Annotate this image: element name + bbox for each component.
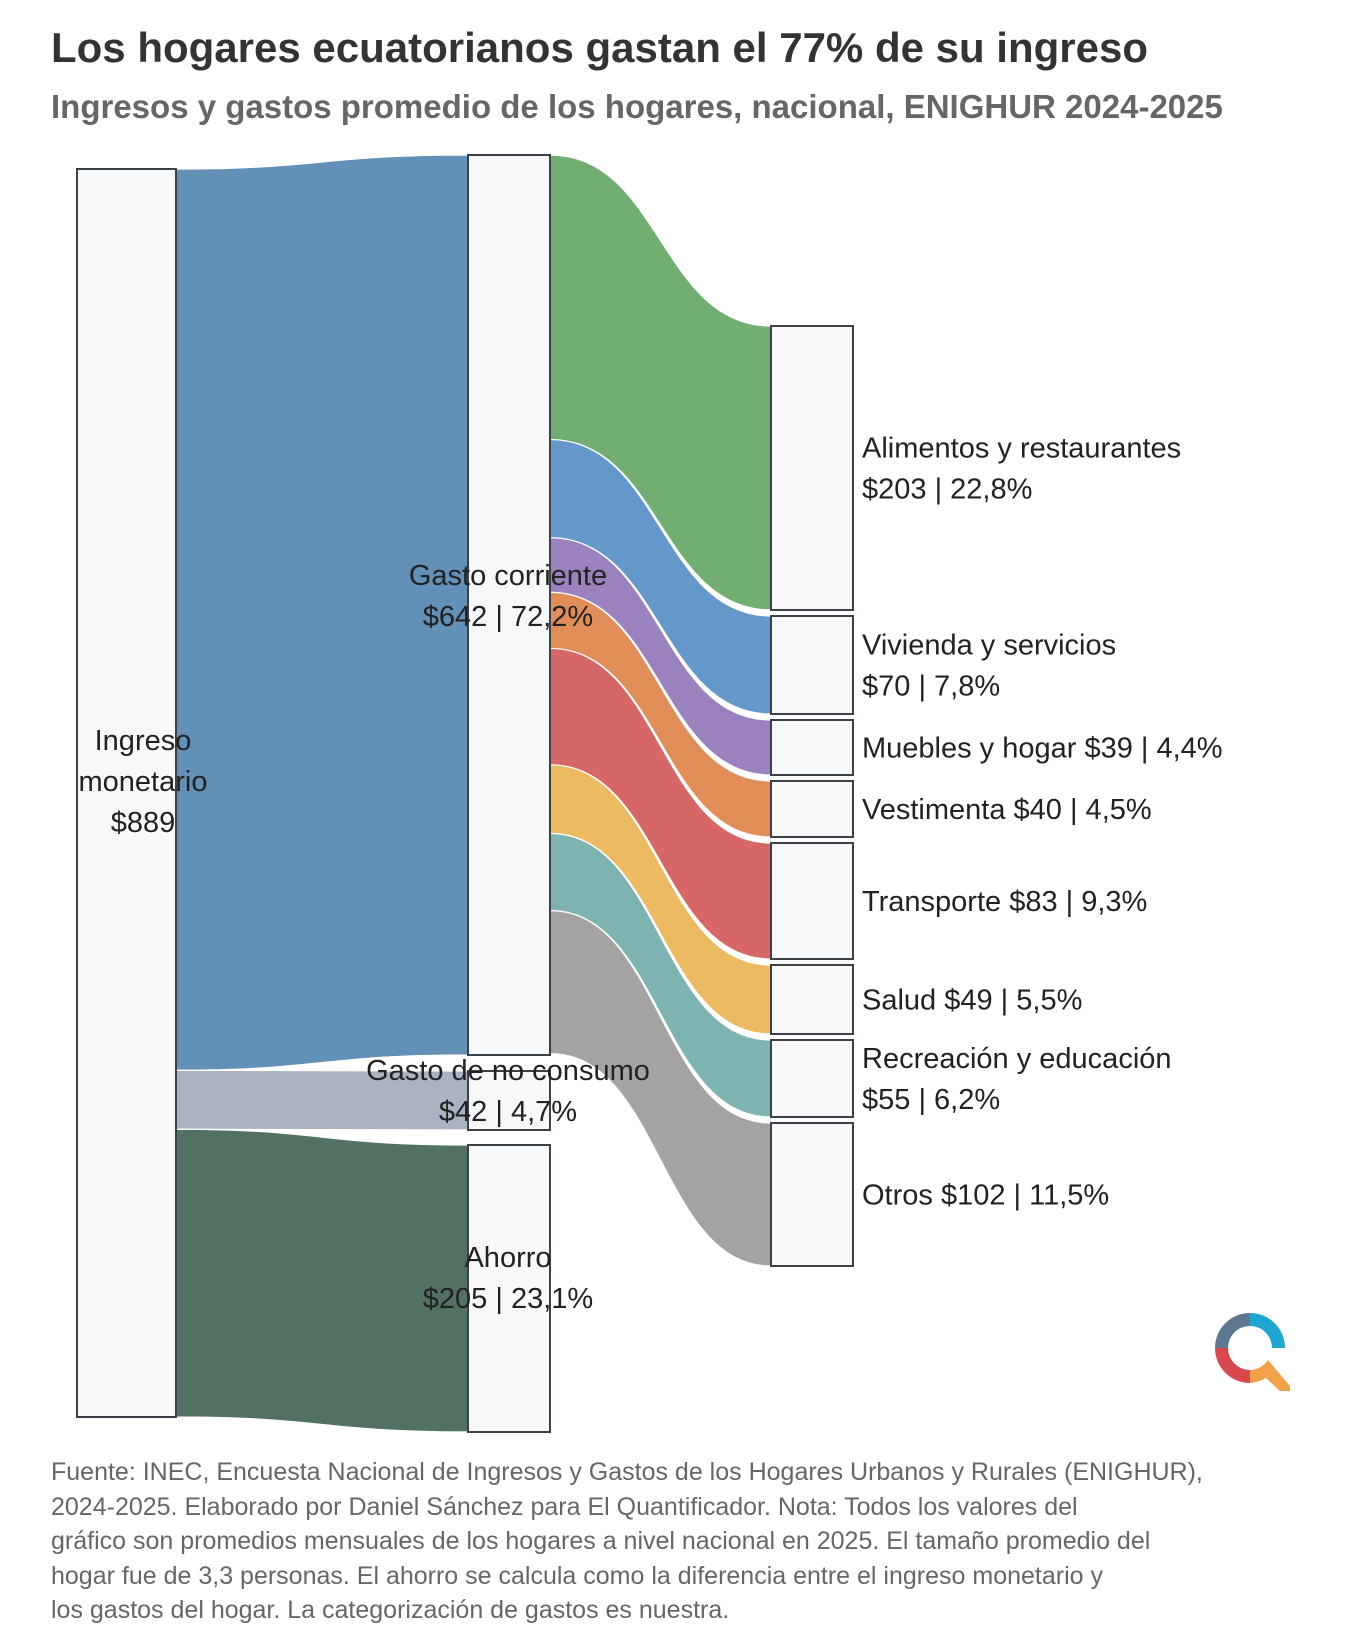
source-line: 2024-2025. Elaborado por Daniel Sánchez …: [51, 1492, 1078, 1521]
link-ingreso-ahorro: [175, 1128, 469, 1433]
label-line: $642 | 72,2%: [423, 601, 593, 633]
label-line: Alimentos y restaurantes: [862, 433, 1181, 465]
source-line: hogar fue de 3,3 personas. El ahorro se …: [51, 1561, 1103, 1590]
sankey-links: [175, 154, 772, 1433]
label-salud: Salud $49 | 5,5%: [862, 985, 1082, 1017]
node-otros: [770, 1122, 854, 1267]
label-line: Otros $102 | 11,5%: [862, 1180, 1109, 1212]
label-line: Ahorro: [464, 1242, 551, 1274]
node-recreacion: [770, 1039, 854, 1118]
label-line: $42 | 4,7%: [439, 1096, 577, 1128]
source-line: Fuente: INEC, Encuesta Nacional de Ingre…: [51, 1458, 1203, 1486]
label-ingreso: Ingreso monetario $889: [79, 725, 208, 839]
node-vestimenta: [770, 780, 854, 838]
label-vestimenta: Vestimenta $40 | 4,5%: [862, 794, 1152, 826]
label-line: $70 | 7,8%: [862, 671, 1000, 703]
label-gasto_corriente: Gasto corriente $642 | 72,2%: [409, 560, 607, 633]
label-line: Vestimenta $40 | 4,5%: [862, 794, 1152, 826]
node-alimentos: [770, 325, 854, 611]
label-recreacion: Recreación y educación $55 | 6,2%: [862, 1043, 1172, 1116]
label-line: $55 | 6,2%: [862, 1084, 1000, 1116]
sankey-labels: Ingreso monetario $889 Gasto corriente $642 …: [79, 433, 1223, 1316]
node-muebles: [770, 719, 854, 776]
label-line: Gasto de no consumo: [366, 1055, 650, 1087]
label-line: Vivienda y servicios: [862, 630, 1116, 662]
quantificador-logo-icon: [1210, 1308, 1305, 1408]
label-line: monetario: [79, 766, 208, 798]
node-vivienda: [770, 615, 854, 715]
node-ahorro: [467, 1144, 551, 1433]
label-transporte: Transporte $83 | 9,3%: [862, 886, 1147, 918]
label-line: Transporte $83 | 9,3%: [862, 886, 1147, 918]
node-ingreso: [76, 168, 177, 1418]
logo-segment-slate: [1215, 1313, 1250, 1348]
logo-segment-orange: [1250, 1360, 1290, 1391]
logo-segment-blue: [1250, 1313, 1285, 1348]
sankey-nodes: [76, 154, 854, 1433]
label-ahorro: Ahorro $205 | 23,1%: [423, 1242, 593, 1315]
label-otros: Otros $102 | 11,5%: [862, 1180, 1109, 1212]
label-gasto_no_consumo: Gasto de no consumo $42 | 4,7%: [366, 1055, 650, 1128]
label-line: Recreación y educación: [862, 1043, 1172, 1075]
label-line: Ingreso: [95, 725, 192, 757]
node-transporte: [770, 842, 854, 960]
label-vivienda: Vivienda y servicios $70 | 7,8%: [862, 630, 1116, 703]
label-line: Gasto corriente: [409, 560, 607, 592]
chart-subtitle: Ingresos y gastos promedio de los hogare…: [51, 88, 1223, 125]
label-alimentos: Alimentos y restaurantes $203 | 22,8%: [862, 433, 1181, 506]
source-line: gráfico son promedios mensuales de los h…: [51, 1527, 1151, 1556]
chart-title: Los hogares ecuatorianos gastan el 77% d…: [51, 24, 1149, 71]
logo-segment-red: [1215, 1348, 1250, 1383]
label-line: Muebles y hogar $39 | 4,4%: [862, 733, 1223, 765]
source-note: Fuente: INEC, Encuesta Nacional de Ingre…: [51, 1455, 1316, 1628]
label-line: $203 | 22,8%: [862, 474, 1032, 506]
source-line: los gastos del hogar. La categorización …: [51, 1596, 730, 1625]
label-muebles: Muebles y hogar $39 | 4,4%: [862, 733, 1223, 765]
sankey-chart: Ingreso monetario $889 Gasto corriente $642 …: [76, 154, 1223, 1433]
node-gasto_no_consumo: [467, 1070, 551, 1131]
label-line: $205 | 23,1%: [423, 1283, 593, 1315]
node-salud: [770, 964, 854, 1035]
label-line: $889: [111, 807, 176, 839]
label-line: Salud $49 | 5,5%: [862, 985, 1082, 1017]
node-gasto_corriente: [467, 154, 551, 1056]
